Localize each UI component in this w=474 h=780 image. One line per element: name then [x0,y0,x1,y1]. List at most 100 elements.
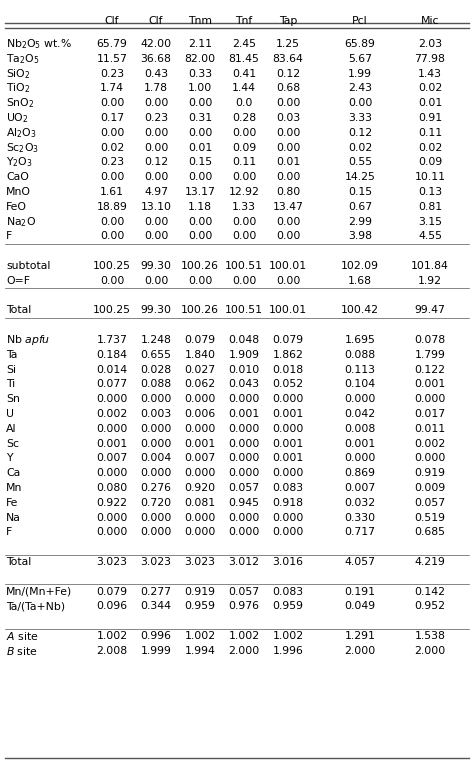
Text: 0.000: 0.000 [344,394,376,404]
Text: Si: Si [6,364,16,374]
Text: 0.083: 0.083 [273,587,303,597]
Text: SiO$_2$: SiO$_2$ [6,67,31,80]
Text: 100.01: 100.01 [269,261,307,271]
Text: Sn: Sn [6,394,20,404]
Text: 1.18: 1.18 [188,202,212,212]
Text: 0.000: 0.000 [140,394,172,404]
Text: 1.862: 1.862 [273,349,303,360]
Text: 0.00: 0.00 [276,143,300,153]
Text: 100.01: 100.01 [269,306,307,315]
Text: 2.008: 2.008 [96,646,128,656]
Text: 0.000: 0.000 [184,424,216,434]
Text: 0.11: 0.11 [232,158,256,168]
Text: 13.10: 13.10 [140,202,172,212]
Text: 1.799: 1.799 [415,349,446,360]
Text: 0.142: 0.142 [414,587,446,597]
Text: 0.00: 0.00 [276,172,300,183]
Text: 0.00: 0.00 [100,276,124,285]
Text: 0.00: 0.00 [276,128,300,138]
Text: 0.00: 0.00 [144,232,168,241]
Text: 0.12: 0.12 [348,128,372,138]
Text: 0.028: 0.028 [140,364,172,374]
Text: 0.945: 0.945 [228,498,259,508]
Text: 3.023: 3.023 [184,557,216,567]
Text: 0.12: 0.12 [276,69,300,79]
Text: 0.000: 0.000 [228,512,260,523]
Text: Fe: Fe [6,498,18,508]
Text: 0.15: 0.15 [348,187,372,197]
Text: 3.15: 3.15 [418,217,442,227]
Text: 18.89: 18.89 [97,202,128,212]
Text: 2.99: 2.99 [348,217,372,227]
Text: 0.00: 0.00 [144,276,168,285]
Text: 100.25: 100.25 [93,261,131,271]
Text: 0.077: 0.077 [96,379,128,389]
Text: 0.007: 0.007 [184,453,216,463]
Text: 0.000: 0.000 [414,453,446,463]
Text: 1.002: 1.002 [96,631,128,641]
Text: Y$_2$O$_3$: Y$_2$O$_3$ [6,155,33,169]
Text: 0.01: 0.01 [418,98,442,108]
Text: Mn: Mn [6,483,22,493]
Text: 0.001: 0.001 [184,438,216,448]
Text: 0.000: 0.000 [184,468,216,478]
Text: 1.737: 1.737 [97,335,128,345]
Text: 1.002: 1.002 [273,631,303,641]
Text: 0.68: 0.68 [276,83,300,94]
Text: 0.079: 0.079 [184,335,216,345]
Text: 0.918: 0.918 [273,498,303,508]
Text: 0.043: 0.043 [228,379,260,389]
Text: 5.67: 5.67 [348,54,372,64]
Text: 14.25: 14.25 [345,172,375,183]
Text: 0.000: 0.000 [344,453,376,463]
Text: 0.000: 0.000 [228,424,260,434]
Text: 0.28: 0.28 [232,113,256,123]
Text: 0.000: 0.000 [96,527,128,537]
Text: 0.00: 0.00 [100,128,124,138]
Text: 82.00: 82.00 [184,54,216,64]
Text: 0.000: 0.000 [272,512,304,523]
Text: 0.02: 0.02 [348,143,372,153]
Text: Tnf: Tnf [236,16,253,26]
Text: 4.97: 4.97 [144,187,168,197]
Text: 42.00: 42.00 [140,39,172,49]
Text: 0.00: 0.00 [232,128,256,138]
Text: 0.042: 0.042 [345,409,375,419]
Text: 0.02: 0.02 [418,83,442,94]
Text: 0.027: 0.027 [184,364,216,374]
Text: 0.919: 0.919 [414,468,446,478]
Text: 0.000: 0.000 [228,468,260,478]
Text: 0.00: 0.00 [100,98,124,108]
Text: 0.00: 0.00 [188,276,212,285]
Text: 0.00: 0.00 [188,232,212,241]
Text: 0.079: 0.079 [96,587,128,597]
Text: 0.976: 0.976 [228,601,259,612]
Text: 4.219: 4.219 [415,557,446,567]
Text: 0.00: 0.00 [144,217,168,227]
Text: 100.51: 100.51 [225,261,263,271]
Text: 65.89: 65.89 [345,39,375,49]
Text: 0.23: 0.23 [100,69,124,79]
Text: 0.000: 0.000 [228,394,260,404]
Text: 0.80: 0.80 [276,187,300,197]
Text: Nb$_2$O$_5$ wt.%: Nb$_2$O$_5$ wt.% [6,37,72,51]
Text: 2.11: 2.11 [188,39,212,49]
Text: 0.869: 0.869 [345,468,375,478]
Text: 0.11: 0.11 [418,128,442,138]
Text: 0.014: 0.014 [96,364,128,374]
Text: 0.057: 0.057 [228,587,260,597]
Text: 0.000: 0.000 [228,438,260,448]
Text: 1.78: 1.78 [144,83,168,94]
Text: 1.994: 1.994 [184,646,216,656]
Text: 0.02: 0.02 [418,143,442,153]
Text: 0.00: 0.00 [188,128,212,138]
Text: 1.43: 1.43 [418,69,442,79]
Text: 0.088: 0.088 [140,379,172,389]
Text: 1.996: 1.996 [273,646,303,656]
Text: SnO$_2$: SnO$_2$ [6,96,35,110]
Text: 0.081: 0.081 [184,498,216,508]
Text: 10.11: 10.11 [414,172,446,183]
Text: 0.959: 0.959 [184,601,216,612]
Text: 0.00: 0.00 [100,232,124,241]
Text: 0.001: 0.001 [414,379,446,389]
